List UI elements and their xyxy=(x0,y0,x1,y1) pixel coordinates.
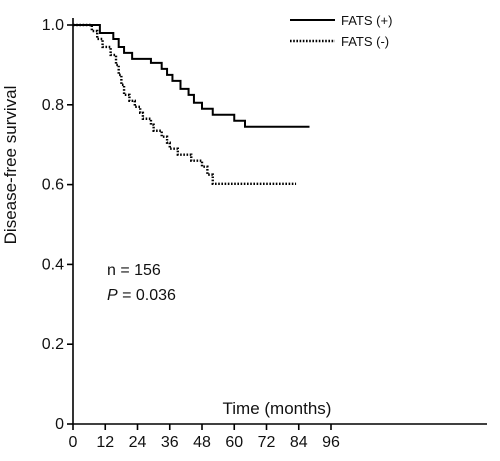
series-line-fats-negative xyxy=(73,23,297,185)
x-tick-label: 36 xyxy=(161,434,179,451)
x-ticks: 0 12 24 36 48 60 72 84 96 xyxy=(69,424,340,451)
legend-label-fats-negative: FATS (-) xyxy=(341,34,389,49)
y-tick-label: 0.6 xyxy=(42,177,64,194)
y-tick-label: 0.4 xyxy=(42,256,64,273)
p-value-symbol: P xyxy=(107,287,118,304)
x-tick-label: 12 xyxy=(96,434,114,451)
x-tick-label: 60 xyxy=(225,434,243,451)
axes xyxy=(72,18,487,425)
legend: FATS (+) FATS (-) xyxy=(290,13,392,49)
y-tick-label: 0 xyxy=(55,416,64,433)
sample-size-annotation: n = 156 xyxy=(107,262,161,279)
y-ticks: 0 0.2 0.4 0.6 0.8 1.0 xyxy=(42,17,73,433)
x-axis-title: Time (months) xyxy=(223,399,332,418)
y-tick-label: 0.2 xyxy=(42,336,64,353)
x-tick-label: 48 xyxy=(193,434,211,451)
x-tick-label: 0 xyxy=(69,434,78,451)
y-axis-title: Disease-free survival xyxy=(1,86,20,245)
legend-label-fats-positive: FATS (+) xyxy=(341,13,392,28)
y-tick-label: 1.0 xyxy=(42,17,64,34)
series-group xyxy=(73,23,310,185)
p-value-annotation: P = 0.036 xyxy=(107,287,176,304)
p-value-number: = 0.036 xyxy=(118,287,176,304)
x-tick-label: 72 xyxy=(258,434,276,451)
x-tick-label: 96 xyxy=(322,434,340,451)
x-tick-label: 84 xyxy=(290,434,308,451)
x-tick-label: 24 xyxy=(129,434,147,451)
y-tick-label: 0.8 xyxy=(42,97,64,114)
series-line-fats-positive xyxy=(73,24,310,128)
